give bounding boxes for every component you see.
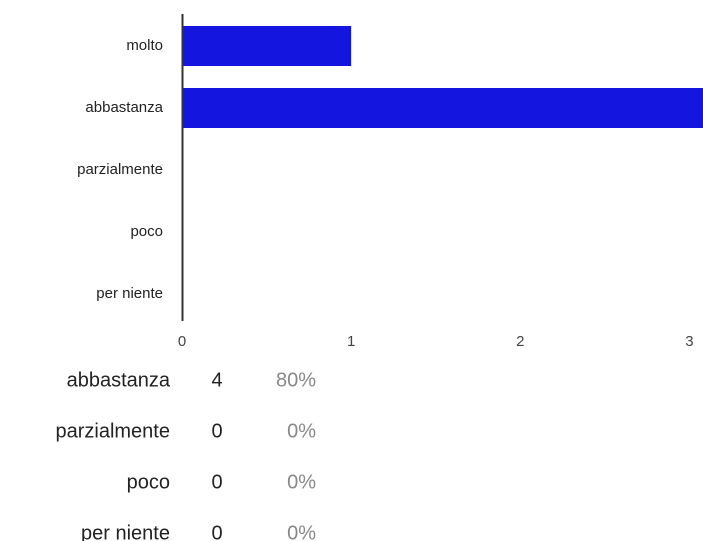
x-tick-label: 2 — [516, 333, 524, 350]
x-tick-label: 0 — [178, 333, 186, 350]
bar — [182, 26, 352, 66]
y-tick-label: poco — [130, 223, 163, 240]
row-count: 4 — [211, 369, 222, 391]
row-count: 0 — [211, 522, 222, 541]
row-label: abbastanza — [67, 369, 171, 391]
y-tick-label: parzialmente — [77, 161, 163, 178]
y-tick-label: molto — [126, 37, 163, 54]
row-label: per niente — [81, 522, 170, 541]
row-label: poco — [127, 471, 170, 493]
y-tick-label: abbastanza — [85, 99, 163, 116]
row-percent: 0% — [287, 471, 316, 493]
plot-area — [182, 26, 703, 128]
row-count: 0 — [211, 420, 222, 442]
x-tick-label: 3 — [685, 333, 693, 350]
row-count: 0 — [211, 471, 222, 493]
row-percent: 0% — [287, 420, 316, 442]
bar — [182, 88, 703, 128]
row-label: parzialmente — [55, 420, 170, 442]
y-tick-label: per niente — [96, 285, 163, 302]
row-percent: 0% — [287, 522, 316, 541]
row-percent: 80% — [276, 369, 316, 391]
x-tick-label: 1 — [347, 333, 355, 350]
